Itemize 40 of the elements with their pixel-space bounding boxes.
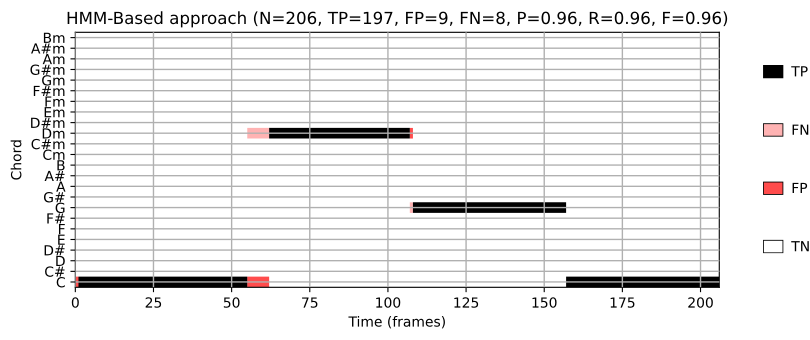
x-tick-label: 150 (532, 297, 557, 308)
x-axis-title: Time (frames) (348, 316, 445, 328)
y-tick-label: F#m (34, 86, 64, 96)
x-tick-label: 200 (688, 297, 713, 308)
y-tick-label: E (58, 234, 65, 245)
y-tick-label: D (56, 256, 65, 266)
y-tick-label: C (56, 276, 65, 288)
x-tick-label: 100 (376, 297, 400, 308)
y-tick-label: F# (47, 213, 65, 224)
y-tick-label: Bm (44, 32, 64, 43)
y-tick-label: Gm (42, 75, 64, 86)
x-tick-label: 25 (146, 297, 162, 308)
x-tick-label: 50 (224, 297, 240, 308)
y-tick-label: G# (44, 192, 65, 202)
y-tick-label: D# (44, 245, 65, 256)
y-axis-title: Chord (10, 140, 22, 180)
legend-label: TN (791, 241, 809, 252)
y-tick-label: Em (44, 107, 64, 118)
y-tick-label: A (56, 182, 66, 192)
legend-label: FP (792, 182, 808, 193)
y-tick-label: C# (45, 266, 65, 277)
y-tick-label: Dm (42, 128, 64, 139)
y-tick-label: Cm (43, 149, 64, 160)
y-tick-label: D#m (31, 118, 64, 128)
y-tick-label: Am (42, 54, 64, 64)
x-tick-label: 175 (610, 297, 634, 308)
y-tick-label: G#m (30, 64, 64, 75)
chart-title: HMM-Based approach (N=206, TP=197, FP=9, FN=8, P=0.96, R=0.96, F=0.96) (68, 11, 728, 28)
x-tick-label: 75 (302, 297, 318, 308)
y-tick-label: G (56, 202, 64, 214)
x-tick-label: 125 (454, 297, 478, 308)
x-tick-label: 0 (72, 297, 79, 308)
y-tick-label: A# (44, 170, 65, 182)
y-tick-label: Fm (45, 96, 64, 107)
legend-label: FN (792, 124, 808, 135)
legend-label: TP (791, 66, 808, 76)
y-tick-label: C#m (32, 138, 64, 150)
y-tick-label: F (58, 224, 65, 234)
y-tick-label: B (57, 160, 65, 170)
y-tick-label: A#m (31, 43, 64, 54)
